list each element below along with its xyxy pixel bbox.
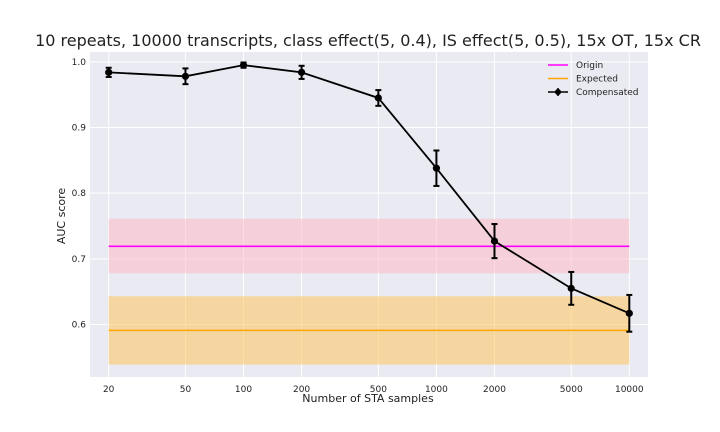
error-bar xyxy=(297,64,306,80)
error-bar xyxy=(490,223,499,260)
error-bar xyxy=(181,67,190,86)
x-tick-label: 2000 xyxy=(483,385,506,395)
data-point xyxy=(239,61,248,69)
x-tick-label: 100 xyxy=(235,385,252,395)
y-axis-label: AUC score xyxy=(55,188,68,245)
legend-label: Expected xyxy=(576,75,618,85)
data-point xyxy=(105,68,113,76)
chart-title: 10 repeats, 10000 transcripts, class eff… xyxy=(35,31,701,50)
data-point xyxy=(374,94,382,102)
error-bar xyxy=(432,149,441,187)
x-tick-label: 50 xyxy=(180,385,192,395)
error-bar xyxy=(374,89,382,107)
x-axis-label: Number of STA samples xyxy=(302,392,434,405)
legend: Origin Expected Compensated xyxy=(548,61,639,98)
x-tick-label: 500 xyxy=(370,385,387,395)
y-axis-ticks: 0.6 0.7 0.8 0.9 1.0 xyxy=(72,58,87,331)
error-bar xyxy=(625,293,633,333)
data-point xyxy=(490,237,499,245)
data-point xyxy=(181,72,190,80)
y-tick-label: 0.9 xyxy=(72,124,87,134)
error-bar xyxy=(105,66,113,78)
legend-marker xyxy=(555,89,561,95)
data-point xyxy=(297,68,306,76)
error-bar xyxy=(239,61,248,69)
legend-label: Compensated xyxy=(576,88,639,98)
x-tick-label: 200 xyxy=(293,385,310,395)
data-point xyxy=(625,309,633,317)
legend-item-origin: Origin xyxy=(548,61,603,71)
legend-item-compensated: Compensated xyxy=(548,88,639,98)
y-tick-label: 1.0 xyxy=(72,58,87,68)
y-tick-label: 0.7 xyxy=(72,255,86,265)
x-tick-label: 1000 xyxy=(425,385,448,395)
x-tick-label: 20 xyxy=(103,385,115,395)
y-tick-label: 0.8 xyxy=(72,189,87,199)
x-tick-label: 10000 xyxy=(615,385,644,395)
x-axis-ticks: 20 50 100 200 500 1000 2000 5000 10000 xyxy=(103,385,644,395)
data-point xyxy=(432,164,441,172)
data-point xyxy=(567,284,575,292)
legend-item-expected: Expected xyxy=(548,75,618,85)
y-tick-label: 0.6 xyxy=(72,320,87,330)
error-bar xyxy=(567,270,575,306)
x-tick-label: 5000 xyxy=(560,385,583,395)
legend-label: Origin xyxy=(576,61,603,71)
error-bars xyxy=(105,61,633,333)
